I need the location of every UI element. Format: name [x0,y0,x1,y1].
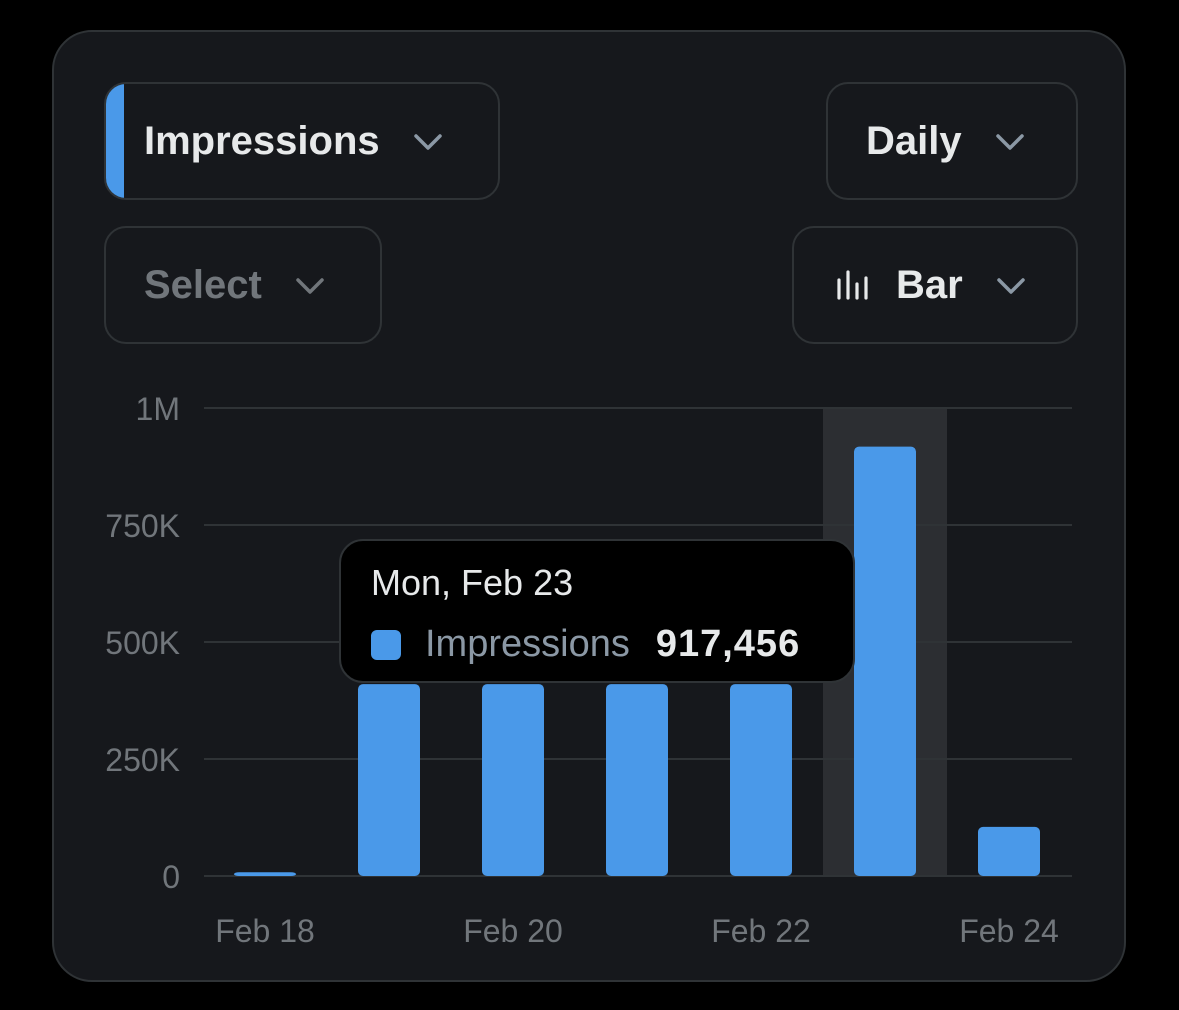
compare-dropdown-label: Select [144,262,262,307]
metric-accent-bar [106,84,124,198]
x-tick-label: Feb 22 [711,913,811,949]
y-tick-label: 500K [105,625,180,661]
bar [854,446,916,876]
chart-tooltip: Mon, Feb 23 Impressions 917,456 [339,539,855,683]
bar-chart: 0 250K 500K 750K 1M Feb 18 Feb 20 Feb 22 Feb 24 [105,391,1072,949]
chevron-down-icon [296,278,324,294]
tooltip-series-label: Impressions [425,623,630,665]
x-tick-label: Feb 20 [463,913,563,949]
x-tick-label: Feb 24 [959,913,1059,949]
period-dropdown[interactable]: Daily [826,82,1078,200]
bar [606,684,668,876]
bar [234,872,296,876]
y-tick-label: 0 [162,859,180,895]
bar [730,684,792,876]
chevron-down-icon [996,278,1025,294]
bar-chart-icon [837,270,868,300]
tooltip-series-swatch [371,629,401,660]
bar [482,684,544,876]
bar [358,684,420,876]
chart-type-dropdown[interactable]: Bar [792,226,1078,344]
tooltip-row: Impressions 917,456 [371,623,853,666]
bar [978,826,1040,876]
tooltip-date: Mon, Feb 23 [371,562,574,603]
metric-dropdown-label: Impressions [144,118,380,163]
y-tick-label: 750K [105,508,180,544]
chart-type-label: Bar [896,262,963,307]
analytics-card: Impressions Daily Select Bar 0 250K 500K 75… [52,30,1126,982]
chevron-down-icon [995,134,1024,150]
y-tick-label: 250K [105,742,180,778]
compare-dropdown[interactable]: Select [104,226,382,344]
chevron-down-icon [413,134,442,150]
x-tick-label: Feb 18 [215,913,315,949]
metric-dropdown[interactable]: Impressions [104,82,500,200]
tooltip-value: 917,456 [655,623,801,665]
period-dropdown-label: Daily [866,118,962,163]
y-tick-label: 1M [136,391,180,427]
